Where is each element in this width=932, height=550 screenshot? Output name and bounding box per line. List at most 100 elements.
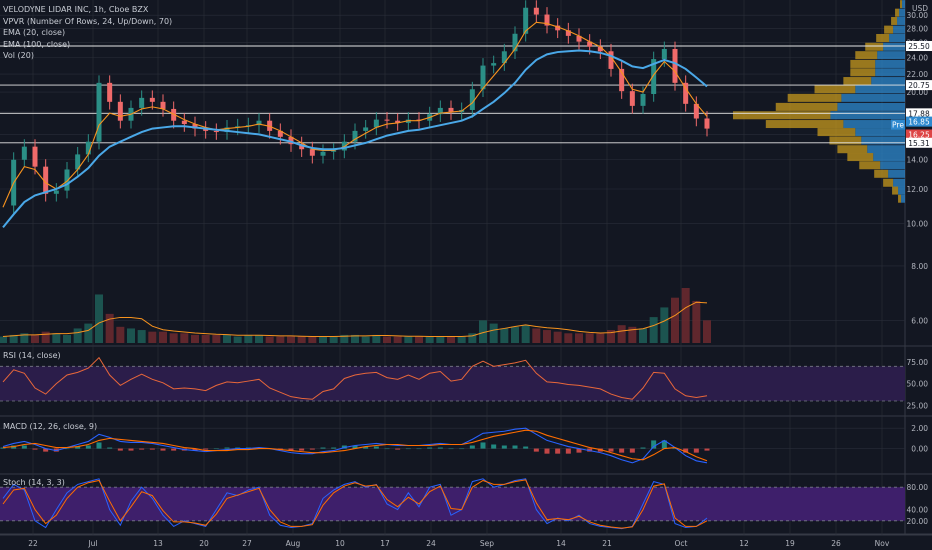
vpvr-bar-down-21 [883,178,894,187]
volume-bar-62 [660,307,669,343]
price-tag-pre-bg [891,119,905,130]
macd-panel-label[interactable]: MACD (12, 26, close, 9) [3,422,98,431]
macd-histogram-bar-29 [309,448,315,450]
vpvr-bar-up-12 [837,102,905,111]
chart-legend: VELODYNE LIDAR INC, 1h, Cboe BZX VPVR (N… [3,4,172,62]
vpvr-bar-up-19 [880,161,905,170]
vpvr-bar-down-11 [787,93,842,102]
vpvr-bar-down-16 [829,136,862,145]
vpvr-bar-down-23 [898,194,902,203]
macd-line [2,427,708,464]
vpvr-bar-down-5 [865,42,884,51]
candle-body-58 [619,68,625,92]
price-tag-1: 20.75 [908,81,930,90]
vpvr-bar-down-22 [892,186,899,195]
rsi-panel-label[interactable]: RSI (14, close) [3,351,61,360]
candle-body-45 [480,65,486,90]
macd-histogram-bar-45 [480,442,486,449]
volume-bar-19 [201,334,210,343]
vpvr-bar-up-20 [888,169,905,178]
volume-bar-17 [180,333,189,343]
candle-body-19 [203,128,209,131]
volume-bar-46 [489,323,498,343]
candle-body-61 [651,59,657,94]
volume-bar-43 [457,336,466,343]
x-tick-label-1: Jul [87,539,97,548]
candle-body-65 [693,103,699,119]
macd-histogram-bar-58 [619,448,625,453]
vpvr-bar-up-21 [893,178,905,187]
macd-histogram-bar-18 [192,448,198,451]
macd-histogram-bar-52 [555,448,561,454]
volume-indicator-label[interactable]: Vol (20) [3,51,34,60]
volume-bar-25 [265,336,274,343]
volume-bar-35 [372,334,381,343]
macd-histogram-bar-33 [352,445,358,449]
vpvr-bar-down-0 [900,0,903,9]
volume-bar-56 [596,333,605,343]
price-tick-label-12: 30.00 [907,11,929,20]
rsi-tick-label-0: 25.00 [907,401,929,410]
price-axis-unit: USD [912,4,928,13]
macd-histogram-bar-6 [64,448,70,450]
macd-signal-line [2,429,708,462]
vpvr-bar-up-1 [899,8,905,17]
volume-bar-1 [9,334,18,343]
macd-tick-label-1: 2.00 [911,424,928,433]
volume-bar-6 [63,334,71,343]
macd-histogram-bar-46 [491,444,497,449]
volume-bar-53 [564,333,573,343]
volume-bar-42 [447,336,455,343]
candle-body-41 [437,107,443,115]
price-tick-label-8: 22.00 [907,70,929,79]
price-tag-bg-1 [906,80,932,91]
candle-body-49 [523,7,529,34]
candle-body-22 [235,126,241,128]
candle-body-52 [555,25,561,31]
vpvr-indicator-label[interactable]: VPVR (Number Of Rows, 24, Up/Down, 70) [3,16,173,26]
ema100-line [2,49,708,229]
vpvr-bar-up-15 [855,128,905,137]
candle-body-64 [683,82,689,104]
candle-body-23 [245,125,251,127]
volume-bar-18 [191,334,199,343]
price-tag-bg-5 [906,129,932,140]
vpvr-bar-down-19 [859,161,881,170]
x-tick-label-9: Sep [480,539,494,548]
macd-histogram-bar-54 [576,448,582,453]
ema100-indicator-label[interactable]: EMA (100, close) [3,39,71,49]
macd-histogram-bar-34 [363,446,369,449]
candle-body-31 [331,150,337,152]
macd-histogram-bar-12 [128,448,134,451]
candle-body-36 [384,119,390,121]
vpvr-bar-down-15 [817,128,856,137]
volume-bar-39 [415,336,423,343]
candle-body-10 [107,82,113,102]
stoch-panel-label[interactable]: Stoch (14, 3, 3) [3,478,65,487]
volume-bar-28 [297,336,306,343]
volume-bar-65 [692,300,701,343]
candle-body-29 [309,149,315,156]
vpvr-bar-down-20 [874,169,889,178]
symbol-title[interactable]: VELODYNE LIDAR INC, 1h, Cboe BZX [3,5,149,14]
candle-body-46 [491,63,497,66]
vpvr-bar-up-16 [861,136,905,145]
macd-histogram-bar-35 [373,446,379,449]
macd-histogram-bar-20 [213,448,219,450]
candle-body-16 [171,108,177,121]
x-tick-label-12: Oct [675,539,688,548]
x-tick-label-11: 21 [602,539,612,548]
candle-body-59 [629,91,635,106]
volume-bar-66 [703,320,711,343]
ema20-indicator-label[interactable]: EMA (20, close) [3,28,66,37]
candle-body-26 [277,130,283,137]
candle-body-5 [53,190,59,194]
volume-bar-50 [532,328,541,343]
macd-histogram-bar-0 [0,447,6,449]
vpvr-bar-down-14 [765,120,844,129]
price-tag-bg-6 [906,137,932,148]
price-tick-label-4: 14.00 [907,156,929,165]
candle-body-34 [363,127,369,131]
